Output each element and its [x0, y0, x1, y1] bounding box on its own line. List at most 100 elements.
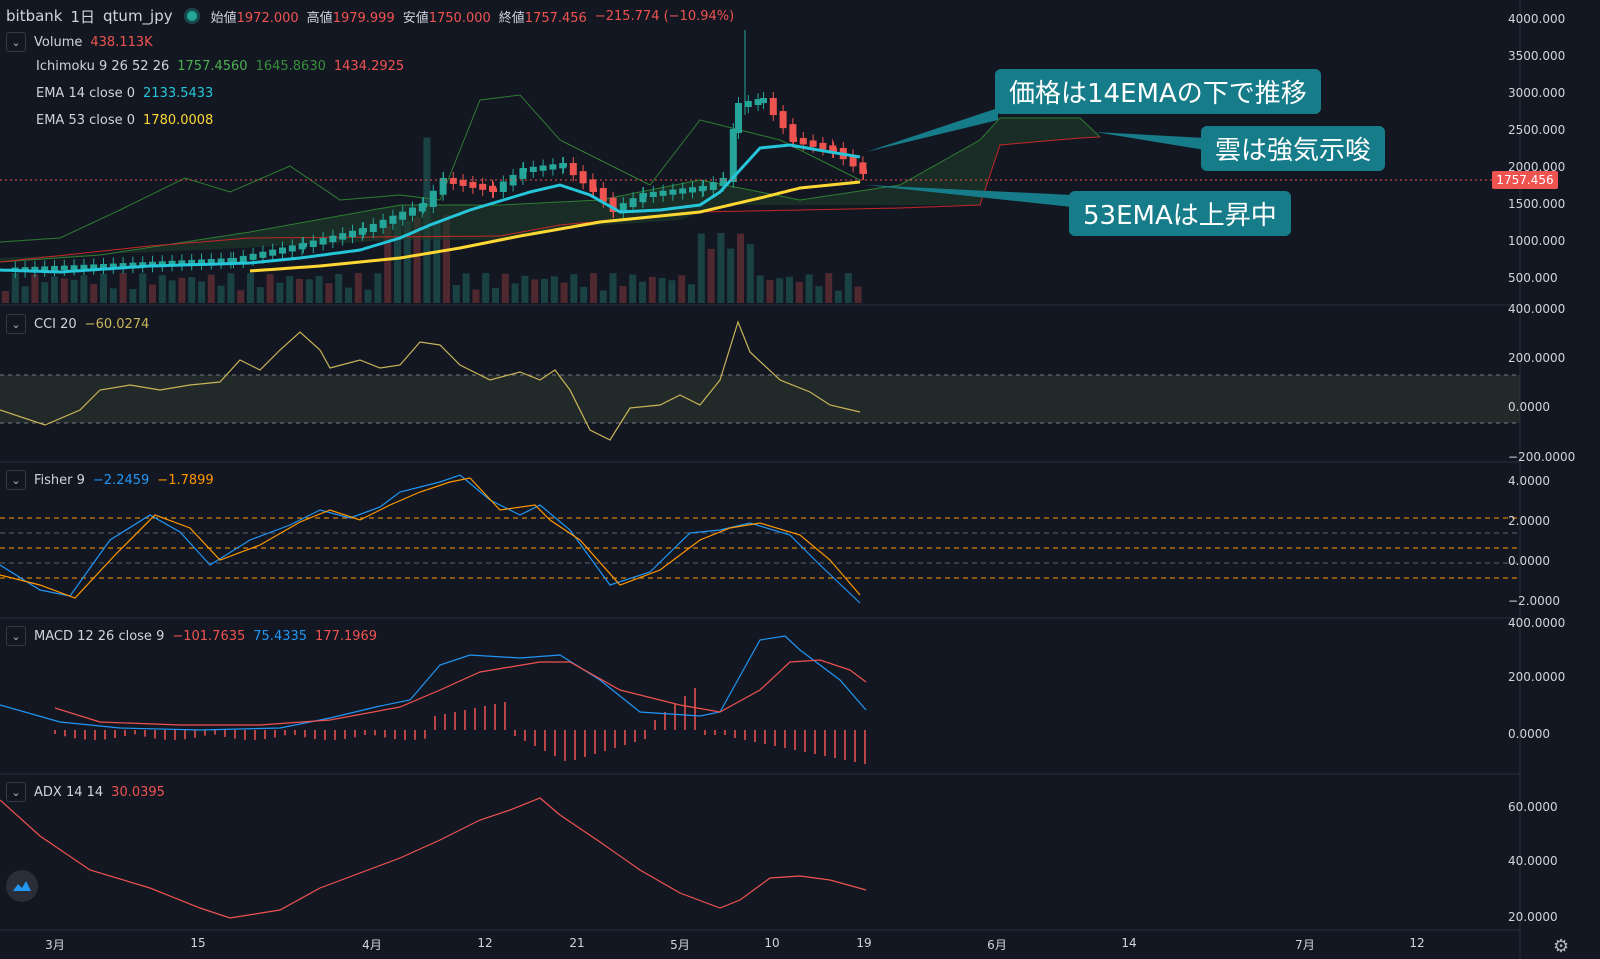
volume-bar	[129, 289, 137, 303]
legend-value: 177.1969	[315, 628, 378, 644]
gear-icon[interactable]: ⚙	[1553, 936, 1570, 957]
legend-ema14[interactable]: EMA 14 close 0 2133.5433	[36, 86, 213, 101]
legend-value: −1.7899	[157, 472, 214, 488]
ema14-line	[0, 143, 861, 274]
chevron-down-icon[interactable]: ⌄	[6, 626, 26, 646]
candle-body	[188, 259, 196, 265]
volume-bar	[31, 274, 39, 303]
candle-body	[129, 262, 137, 268]
chevron-down-icon[interactable]: ⌄	[6, 32, 26, 52]
fisher-signal-line	[0, 477, 861, 599]
symbol-name[interactable]: qtum_jpy	[103, 7, 173, 25]
candle-body	[60, 265, 68, 270]
price-pane[interactable]	[0, 30, 1520, 303]
x-axis-label: 10	[764, 936, 780, 950]
candle-body	[679, 188, 687, 194]
chevron-down-icon[interactable]: ⌄	[6, 782, 26, 802]
candle-body	[418, 203, 426, 212]
volume-bar	[492, 287, 499, 303]
volume-bar	[795, 281, 803, 303]
callout-cloud-bullish[interactable]: 雲は強気示唆	[1201, 126, 1386, 171]
volume-bar	[590, 273, 597, 303]
callout-price-below-ema14[interactable]: 価格は14EMAの下で推移	[995, 69, 1321, 114]
interval-label[interactable]: 1日	[70, 7, 96, 26]
candle-body	[790, 137, 797, 142]
volume-bar	[717, 233, 725, 303]
y-axis-label: 2500.000	[1508, 123, 1566, 137]
ichimoku-span-b	[0, 136, 1101, 263]
volume-bar	[41, 282, 49, 303]
candle-body	[149, 261, 156, 267]
volume-bar	[335, 273, 343, 303]
last-price-tag: 1757.456	[1492, 171, 1558, 189]
fisher-line	[0, 474, 861, 604]
candle-body	[799, 138, 807, 145]
chevron-down-icon[interactable]: ⌄	[6, 470, 26, 490]
candle-body	[529, 166, 537, 172]
chevron-down-icon[interactable]: ⌄	[6, 314, 26, 334]
x-axis-label: 5月	[670, 938, 690, 952]
volume-bar	[139, 273, 147, 303]
candle-body	[217, 258, 225, 264]
y-axis-label: −200.0000	[1508, 450, 1576, 464]
callout-pointer	[1095, 132, 1205, 150]
legend-cci[interactable]: ⌄ CCI 20 −60.0274	[6, 314, 149, 334]
y-axis-label: 1000.000	[1508, 234, 1566, 248]
open-value: 1972.000	[236, 10, 299, 26]
legend-fisher[interactable]: ⌄ Fisher 9 −2.2459 −1.7899	[6, 470, 214, 490]
ichimoku-span-a	[0, 117, 1101, 263]
volume-bar	[21, 286, 29, 303]
candle-body	[539, 165, 547, 171]
tradingview-logo-icon[interactable]	[6, 870, 38, 902]
cci-pane[interactable]	[0, 320, 1520, 441]
fisher-pane[interactable]	[0, 474, 1520, 604]
volume-bar	[433, 220, 441, 303]
volume-bar	[835, 290, 842, 303]
legend-ema53[interactable]: EMA 53 close 0 1780.0008	[36, 113, 213, 128]
legend-name: CCI 20	[34, 316, 77, 332]
macd-pane[interactable]	[0, 635, 867, 764]
volume-bar	[844, 273, 852, 303]
candle-body	[499, 181, 507, 192]
candle-body	[109, 263, 117, 268]
volume-bar	[815, 286, 823, 303]
legend-macd[interactable]: ⌄ MACD 12 26 close 9 −101.7635 75.4335 1…	[6, 626, 377, 646]
change-value: −215.774 (−10.94%)	[594, 8, 735, 24]
candle-body	[599, 188, 607, 202]
volume-bar	[100, 273, 107, 303]
callout-pointer	[866, 108, 998, 152]
callout-ema53-rising[interactable]: 53EMAは上昇中	[1069, 191, 1291, 236]
candle-body	[429, 190, 437, 207]
adx-pane[interactable]	[0, 797, 867, 919]
candle-body	[379, 219, 387, 228]
legend-ichimoku[interactable]: Ichimoku 9 26 52 26 1757.4560 1645.8630 …	[36, 59, 404, 74]
volume-bar	[776, 278, 784, 303]
exchange-name[interactable]: bitbank	[6, 7, 63, 25]
candle-body	[409, 207, 416, 216]
legend-adx[interactable]: ⌄ ADX 14 14 30.0395	[6, 782, 165, 802]
volume-bar	[158, 275, 166, 303]
candle-body	[339, 233, 347, 240]
volume-bar	[648, 276, 656, 303]
candle-body	[100, 264, 107, 268]
candle-body	[760, 98, 767, 104]
legend-name: Volume	[34, 34, 83, 50]
legend-value: 1645.8630	[255, 59, 326, 74]
candle-body	[119, 263, 127, 268]
volume-bar	[825, 273, 833, 303]
volume-bar	[256, 287, 264, 303]
volume-bar	[207, 274, 215, 303]
candle-body	[649, 191, 657, 197]
volume-bar	[688, 284, 695, 303]
volume-bar	[276, 282, 284, 303]
volume-bar	[629, 274, 637, 303]
macd-signal-line	[54, 659, 867, 726]
volume-bar	[541, 278, 548, 303]
volume-bar	[80, 275, 88, 303]
volume-bar	[217, 285, 225, 303]
legend-volume[interactable]: ⌄ Volume 438.113K	[6, 32, 153, 52]
candle-body	[830, 147, 837, 152]
legend-value: −101.7635	[172, 628, 246, 644]
candle-body	[230, 258, 237, 263]
